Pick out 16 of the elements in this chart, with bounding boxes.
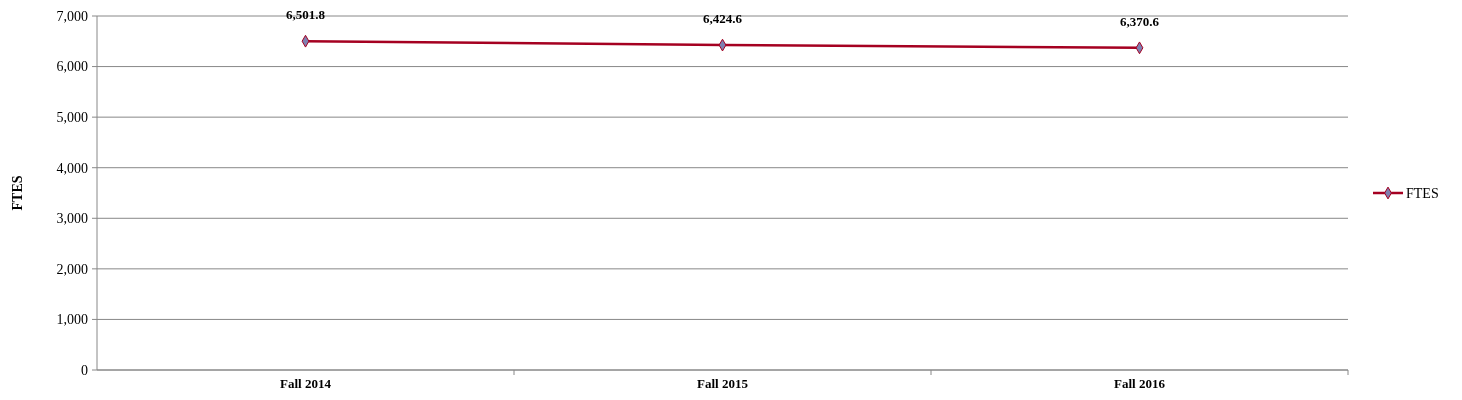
y-tick-label: 7,000 [56, 8, 88, 24]
y-tick-label: 0 [81, 362, 88, 378]
data-label: 6,501.8 [286, 7, 326, 23]
y-tick-label: 4,000 [56, 160, 88, 176]
y-tick-label: 6,000 [56, 59, 88, 75]
legend-label: FTES [1406, 185, 1439, 201]
data-label: 6,424.6 [703, 11, 743, 27]
y-tick-label: 1,000 [56, 312, 88, 328]
y-tick-label: 2,000 [56, 261, 88, 277]
x-tick-label: Fall 2014 [280, 376, 332, 391]
y-tick-label: 3,000 [56, 211, 88, 227]
x-tick-label: Fall 2016 [1114, 376, 1166, 391]
y-axis-title: FTES [10, 175, 25, 211]
y-tick-label: 5,000 [56, 110, 88, 126]
x-tick-label: Fall 2015 [697, 376, 749, 391]
data-label: 6,370.6 [1120, 13, 1160, 29]
